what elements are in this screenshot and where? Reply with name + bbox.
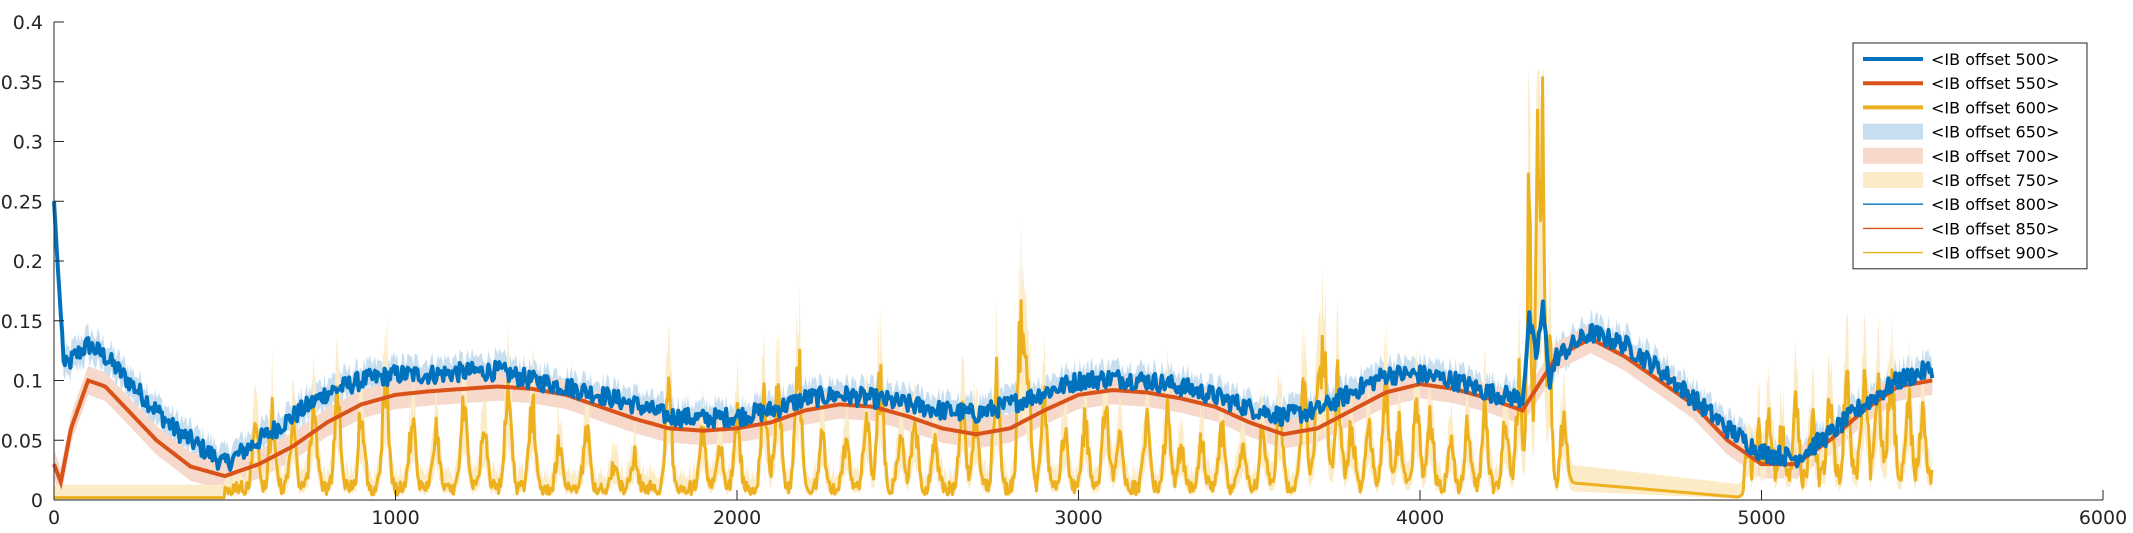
legend-swatch-band <box>1863 147 1923 164</box>
yellow-series-line <box>53 76 1934 500</box>
legend-label: <IB offset 800> <box>1931 195 2059 214</box>
legend-label: <IB offset 650> <box>1931 123 2059 142</box>
legend-label: <IB offset 550> <box>1931 74 2059 93</box>
axes: 0 1000 2000 3000 4000 5000 6000 0 0.05 0.1 0.15 0.2… <box>1 12 2127 529</box>
y-tick-label: 0.05 <box>1 430 43 452</box>
y-tick-label: 0.15 <box>1 311 43 333</box>
x-tick-label: 0 <box>48 507 60 529</box>
legend-label: <IB offset 700> <box>1931 147 2059 166</box>
legend-label: <IB offset 900> <box>1931 244 2059 263</box>
legend-label: <IB offset 750> <box>1931 171 2059 190</box>
legend-label: <IB offset 850> <box>1931 219 2059 238</box>
blue-series-line <box>52 201 1935 472</box>
x-tick-label: 2000 <box>713 507 761 529</box>
legend-swatch-band <box>1863 123 1923 140</box>
x-tick-label: 5000 <box>1737 507 1785 529</box>
main-series-layer <box>52 201 1935 490</box>
x-tick-label: 6000 <box>2079 507 2127 529</box>
orange-series-line <box>52 336 1933 490</box>
legend-label: <IB offset 500> <box>1931 50 2059 69</box>
y-tick-label: 0.4 <box>13 12 43 34</box>
x-tick-label: 4000 <box>1396 507 1444 529</box>
x-tick-label: 3000 <box>1054 507 1102 529</box>
y-tick-label: 0.25 <box>1 191 43 213</box>
y-tick-label: 0.3 <box>13 132 43 154</box>
y-tick-label: 0.1 <box>13 371 43 393</box>
x-tick-label: 1000 <box>371 507 419 529</box>
legend: <IB offset 500> <IB offset 550> <IB offset… <box>1852 42 2088 270</box>
legend-swatch-band <box>1863 172 1923 188</box>
legend-label: <IB offset 600> <box>1931 98 2059 117</box>
y-tick-label: 0.2 <box>13 251 43 273</box>
yellow-series-layer <box>53 76 1934 500</box>
y-tick-label: 0 <box>31 490 43 512</box>
y-tick-label: 0.35 <box>1 72 43 94</box>
